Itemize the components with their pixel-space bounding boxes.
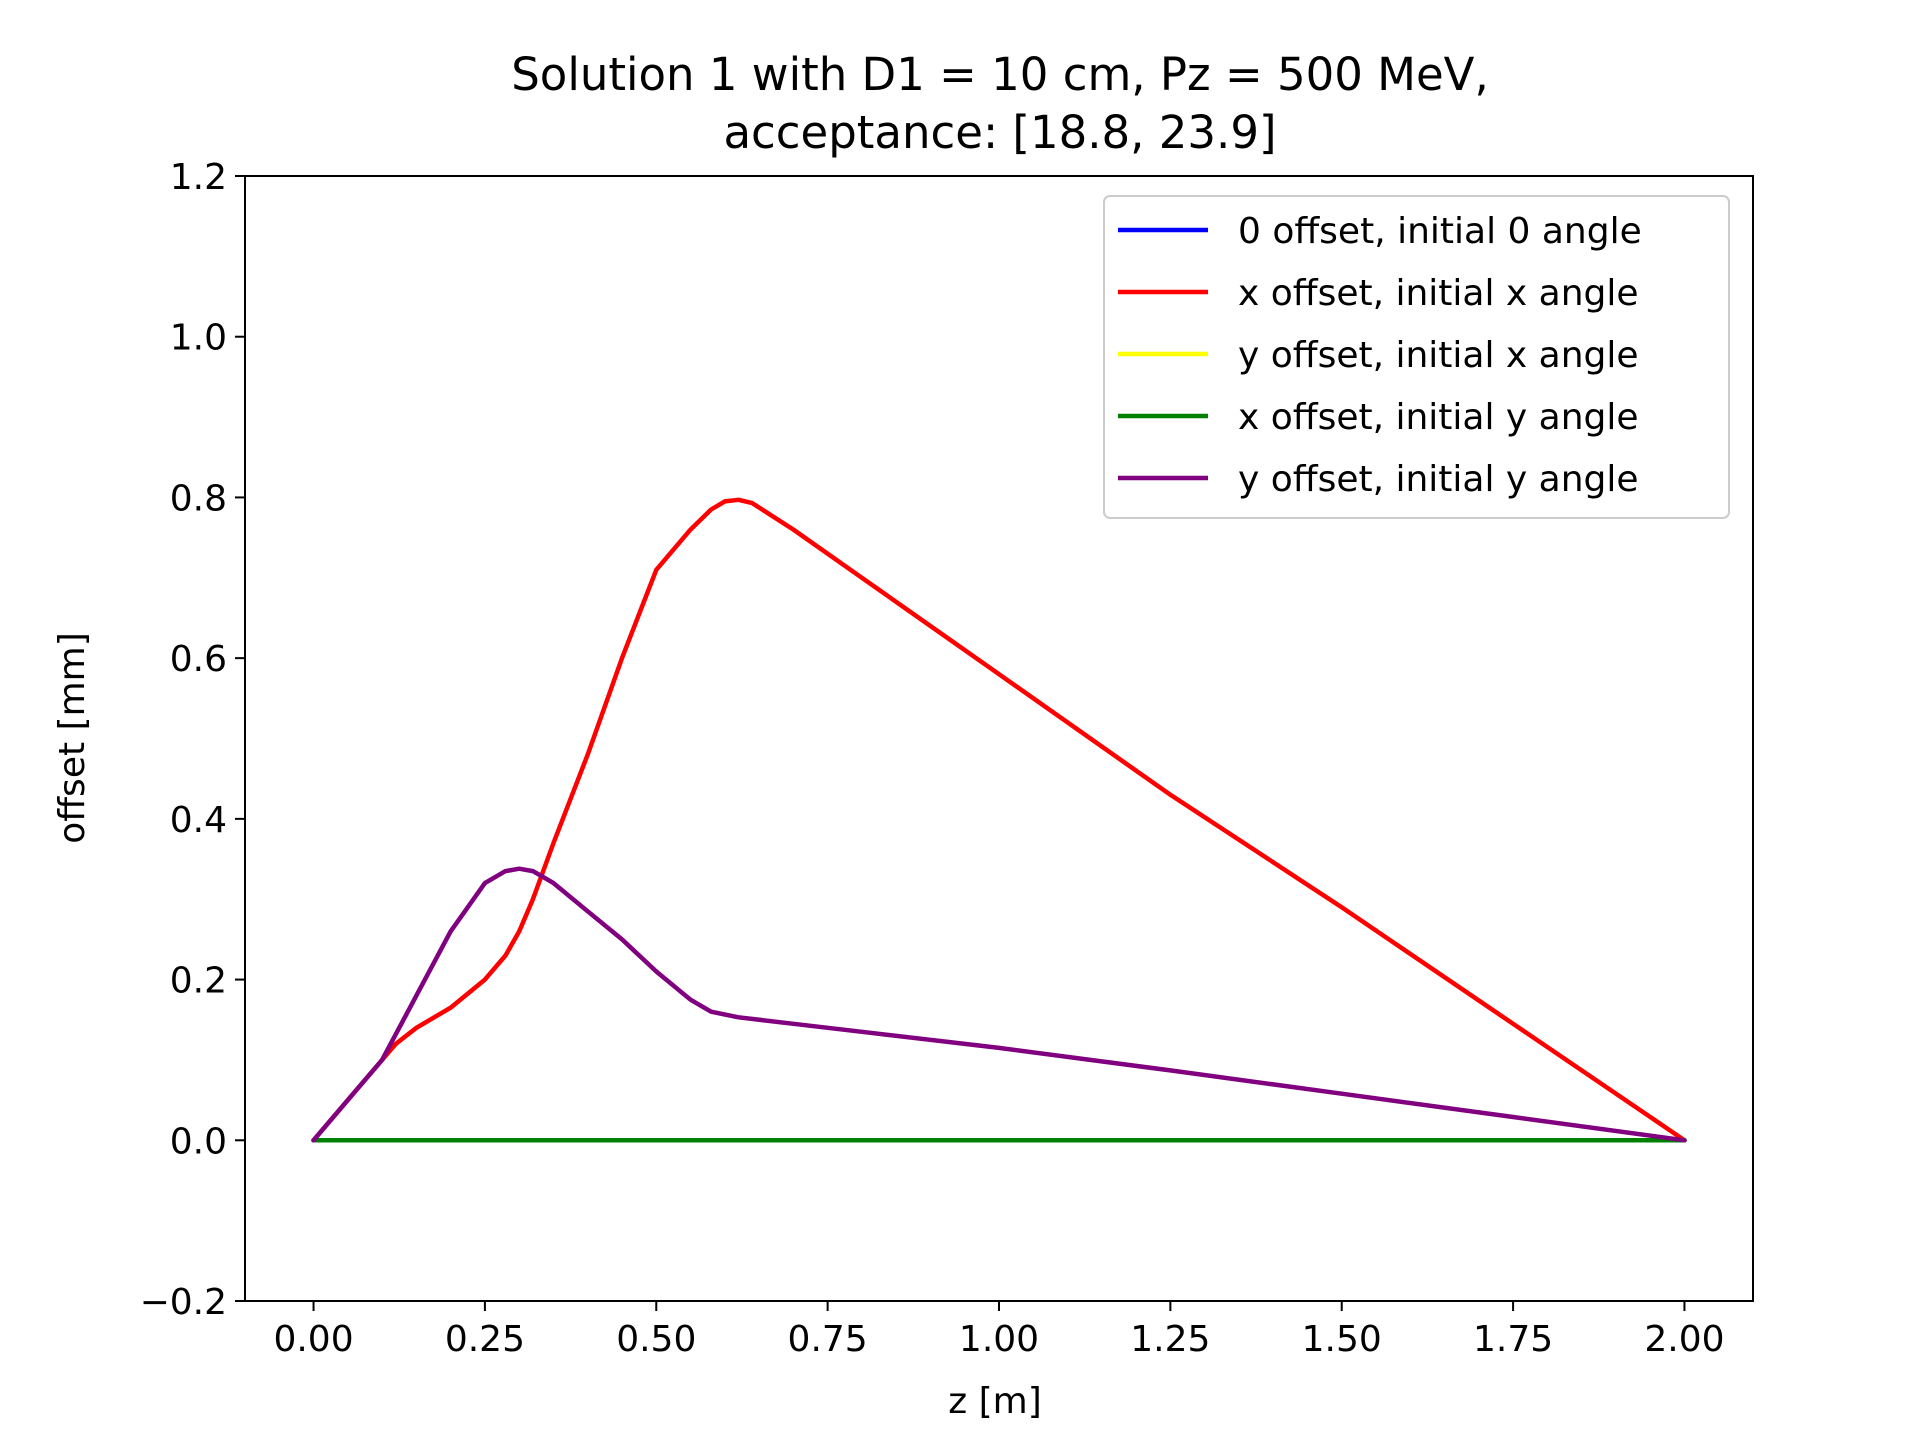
x-tick-label: 1.25 (1130, 1319, 1210, 1360)
x-tick-label: 1.50 (1302, 1319, 1382, 1360)
y-tick-label: 0.4 (170, 800, 227, 841)
x-tick-label: 0.25 (445, 1319, 525, 1360)
y-tick-label: 0.8 (170, 478, 227, 519)
legend-label-1: 0 offset, initial 0 angle (1238, 211, 1642, 252)
x-tick-label: 1.00 (959, 1319, 1039, 1360)
plot-series (311, 497, 1687, 1143)
y-axis-ticks: −0.2 0.0 0.2 0.4 0.6 0.8 1.0 1.2 (140, 157, 245, 1323)
legend-label-4: x offset, initial y angle (1238, 397, 1639, 438)
y-tick-label: 0.6 (170, 639, 227, 680)
series-line-2 (311, 497, 1687, 1143)
y-tick-label: −0.2 (140, 1282, 227, 1323)
y-tick-label: 1.2 (170, 157, 227, 198)
y-tick-label: 0.0 (170, 1121, 227, 1162)
y-tick-label: 1.0 (170, 318, 227, 359)
y-axis-label: offset [mm] (52, 632, 93, 844)
chart-title-line-1: Solution 1 with D1 = 10 cm, Pz = 500 MeV… (511, 48, 1489, 101)
legend-label-2: x offset, initial x angle (1238, 273, 1639, 314)
x-tick-label: 1.75 (1473, 1319, 1553, 1360)
legend-label-3: y offset, initial x angle (1238, 335, 1639, 376)
legend-box (1103, 195, 1730, 519)
x-tick-label: 2.00 (1644, 1319, 1724, 1360)
legend: 0 offset, initial 0 angle x offset, initi… (1103, 195, 1730, 519)
x-tick-label: 0.50 (616, 1319, 696, 1360)
legend-items: 0 offset, initial 0 angle x offset, initi… (1118, 211, 1642, 500)
x-axis-ticks: 0.00 0.25 0.50 0.75 1.00 1.25 1.50 1.75 2.00 (273, 1301, 1725, 1360)
x-tick-label: 0.75 (788, 1319, 868, 1360)
series-line-5 (311, 866, 1687, 1143)
y-tick-label: 0.2 (170, 961, 227, 1002)
x-tick-label: 0.00 (273, 1319, 353, 1360)
legend-label-5: y offset, initial y angle (1238, 459, 1639, 500)
x-axis-label: z [m] (948, 1381, 1042, 1422)
chart-title-line-2: acceptance: [18.8, 23.9] (723, 106, 1276, 159)
